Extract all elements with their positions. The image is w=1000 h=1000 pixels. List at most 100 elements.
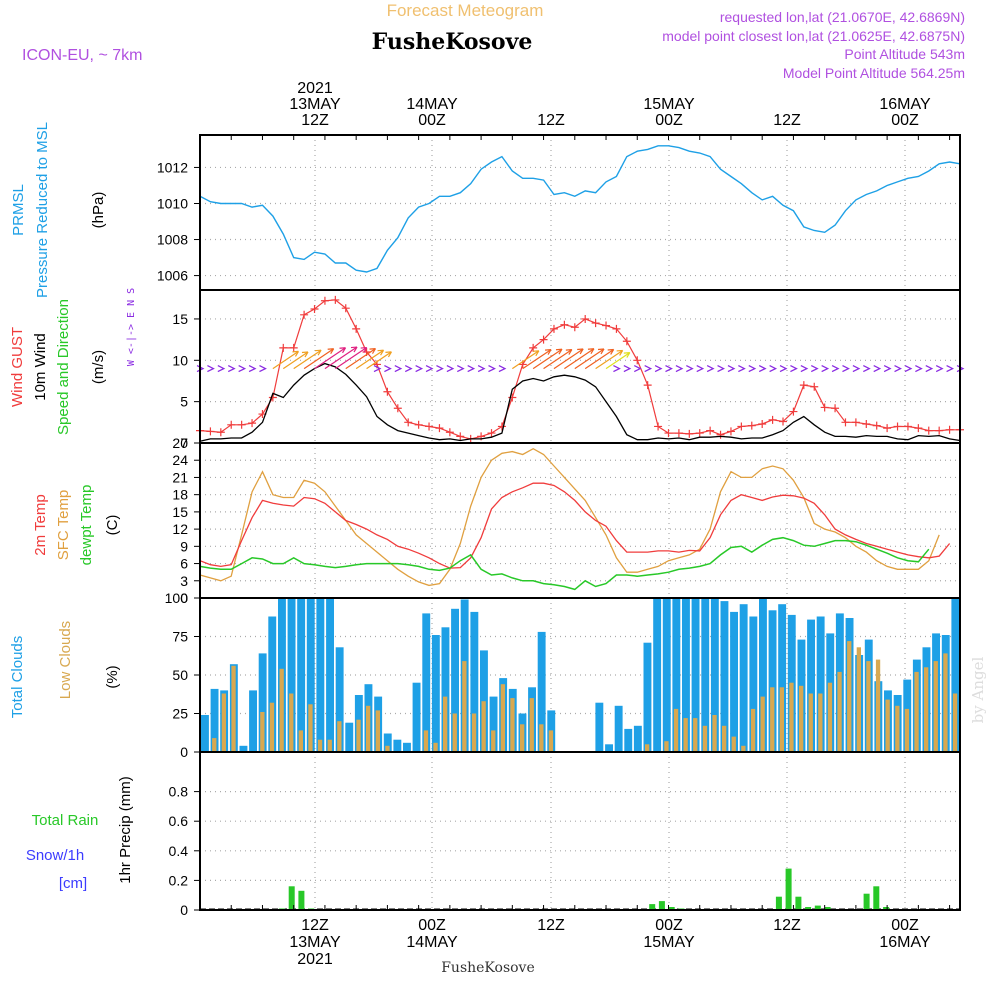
low-cloud-bar [731, 736, 736, 752]
snow-unit-label: [cm] [59, 875, 87, 892]
total-cloud-bar [489, 696, 498, 752]
wind-arrow-head [565, 348, 573, 355]
wind-arrow [574, 348, 605, 370]
wind-dir-chevron [779, 364, 788, 373]
low-cloud-bar [443, 696, 448, 752]
low-cloud-bar [491, 730, 496, 752]
gust-marker [831, 404, 840, 413]
time-label-top: 15MAY [643, 96, 695, 113]
total-cloud-bar [816, 616, 825, 752]
wind-dir-chevron [863, 364, 871, 373]
precip-bar [873, 886, 880, 910]
gust-marker [758, 419, 767, 428]
gust-marker [674, 429, 683, 438]
time-label-top: 12Z [301, 112, 329, 129]
panel-frame [199, 134, 961, 291]
wind-dir-chevron [446, 364, 455, 373]
wind-dir-chevron [248, 364, 257, 373]
low-cloud-bar [904, 708, 910, 752]
wind-label: 10m Wind [32, 333, 49, 401]
gust-marker [872, 421, 881, 430]
time-label-bottom: 00Z [418, 917, 446, 934]
low-cloud-bar [539, 724, 544, 752]
gust-marker [841, 418, 850, 427]
wind-dir-chevron [488, 364, 496, 373]
gust-marker [737, 422, 746, 431]
wind-unit: (m/s) [90, 350, 107, 384]
low-cloud-bar [289, 693, 294, 752]
wind-labels: Wind GUST 10m Wind Speed and Direction (… [9, 288, 137, 435]
direction-label: Speed and Direction [55, 299, 72, 435]
low-cloud-bar [856, 647, 861, 752]
low-cloud-bar [231, 665, 236, 752]
low-cloud-bar [260, 712, 265, 752]
y-tick-label: 0.6 [169, 813, 189, 829]
total-cloud-bar [605, 744, 613, 752]
wind-arrow [605, 352, 631, 370]
wind-arrow [584, 348, 615, 370]
low-clouds-label: Low Clouds [57, 621, 74, 699]
wind-line [199, 362, 961, 442]
low-cloud-bar [462, 661, 467, 752]
total-cloud-bar [614, 705, 623, 752]
y-tick-label: 9 [180, 538, 188, 554]
total-cloud-bar [768, 610, 777, 752]
precip-bar [863, 893, 870, 910]
low-cloud-bar [269, 702, 275, 752]
precip-bar [298, 890, 305, 910]
low-cloud-bar [645, 744, 650, 752]
total-cloud-bar [412, 682, 421, 752]
wind-dir-chevron [675, 364, 684, 373]
wind-dir-chevron [925, 364, 934, 373]
total-cloud-bar [403, 742, 411, 752]
wind-dir-chevron [883, 364, 892, 373]
total-clouds-label: Total Clouds [9, 636, 26, 719]
total-cloud-bar [297, 598, 306, 752]
total-cloud-bar [807, 619, 815, 752]
snow-label: Snow/1h [26, 847, 84, 864]
total-cloud-bar [739, 604, 748, 752]
wind-dir-chevron [717, 364, 726, 373]
wind-arrow [303, 348, 334, 370]
wind-dir-chevron [727, 364, 736, 373]
wind-dir-chevron [696, 364, 705, 373]
gust-marker [383, 387, 392, 396]
wind-dir-chevron [227, 364, 236, 373]
gust-marker [654, 422, 663, 431]
wind-dir-chevron [810, 364, 819, 373]
t2m-label: 2m Temp [32, 494, 49, 555]
low-cloud-bar [337, 721, 342, 752]
pressure-line [199, 145, 961, 273]
precip-bar [795, 896, 802, 910]
gust-marker [851, 418, 860, 427]
gust-marker [768, 415, 777, 424]
wind-arrow-head [532, 350, 540, 357]
low-cloud-bar [924, 667, 929, 752]
low-cloud-bar [298, 730, 303, 752]
wind-arrow [543, 349, 573, 370]
gust-marker [862, 419, 871, 428]
gust-marker [914, 424, 923, 433]
y-tick-label: 50 [172, 667, 188, 683]
precip-bar [668, 907, 675, 910]
wind-dir-chevron [384, 364, 392, 373]
wind-dir-chevron [935, 364, 944, 373]
wind-dir-chevron [915, 364, 923, 373]
wind-dir-chevron [394, 364, 403, 373]
low-cloud-bar [481, 701, 486, 752]
total-cloud-bar [470, 611, 479, 752]
low-cloud-bar [895, 705, 900, 752]
gust-marker [487, 429, 496, 438]
total-cloud-bar [345, 722, 354, 752]
gust-marker [445, 428, 454, 437]
low-cloud-bar [943, 653, 948, 752]
low-cloud-bar [683, 718, 688, 752]
y-tick-label: 0 [180, 744, 188, 760]
y-tick-label: 15 [172, 504, 188, 520]
low-cloud-bar [722, 725, 727, 752]
gust-marker [508, 393, 517, 402]
time-label-top: 00Z [891, 112, 919, 129]
gust-marker [560, 320, 569, 329]
gust-marker [414, 420, 423, 429]
wind-dir-chevron [436, 364, 444, 373]
